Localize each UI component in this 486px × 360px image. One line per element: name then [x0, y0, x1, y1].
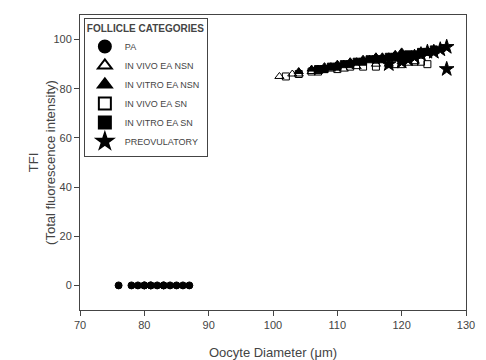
svg-text:IN VITRO EA SN: IN VITRO EA SN: [125, 118, 193, 128]
svg-text:60: 60: [60, 132, 72, 144]
svg-text:80: 80: [138, 319, 150, 331]
svg-text:FOLLICLE CATEGORIES: FOLLICLE CATEGORIES: [87, 23, 204, 34]
svg-text:100: 100: [264, 319, 282, 331]
svg-text:IN VIVO EA NSN: IN VIVO EA NSN: [125, 61, 194, 71]
svg-text:90: 90: [203, 319, 215, 331]
svg-text:PREOVULATORY: PREOVULATORY: [125, 137, 198, 147]
svg-text:20: 20: [60, 230, 72, 242]
svg-text:TFI(Total fluorescence intensi: TFI(Total fluorescence intensity): [26, 80, 58, 245]
svg-text:110: 110: [329, 319, 347, 331]
svg-text:40: 40: [60, 181, 72, 193]
svg-text:80: 80: [60, 83, 72, 95]
svg-text:100: 100: [53, 33, 71, 45]
svg-text:Oocyte Diameter (μm): Oocyte Diameter (μm): [209, 345, 337, 360]
svg-text:IN VITRO EA NSN: IN VITRO EA NSN: [125, 80, 200, 90]
svg-text:120: 120: [392, 319, 410, 331]
svg-text:0: 0: [66, 279, 72, 291]
svg-text:IN VIVO EA SN: IN VIVO EA SN: [125, 99, 187, 109]
svg-text:PA: PA: [125, 42, 136, 52]
svg-text:130: 130: [457, 319, 475, 331]
svg-text:70: 70: [74, 319, 86, 331]
